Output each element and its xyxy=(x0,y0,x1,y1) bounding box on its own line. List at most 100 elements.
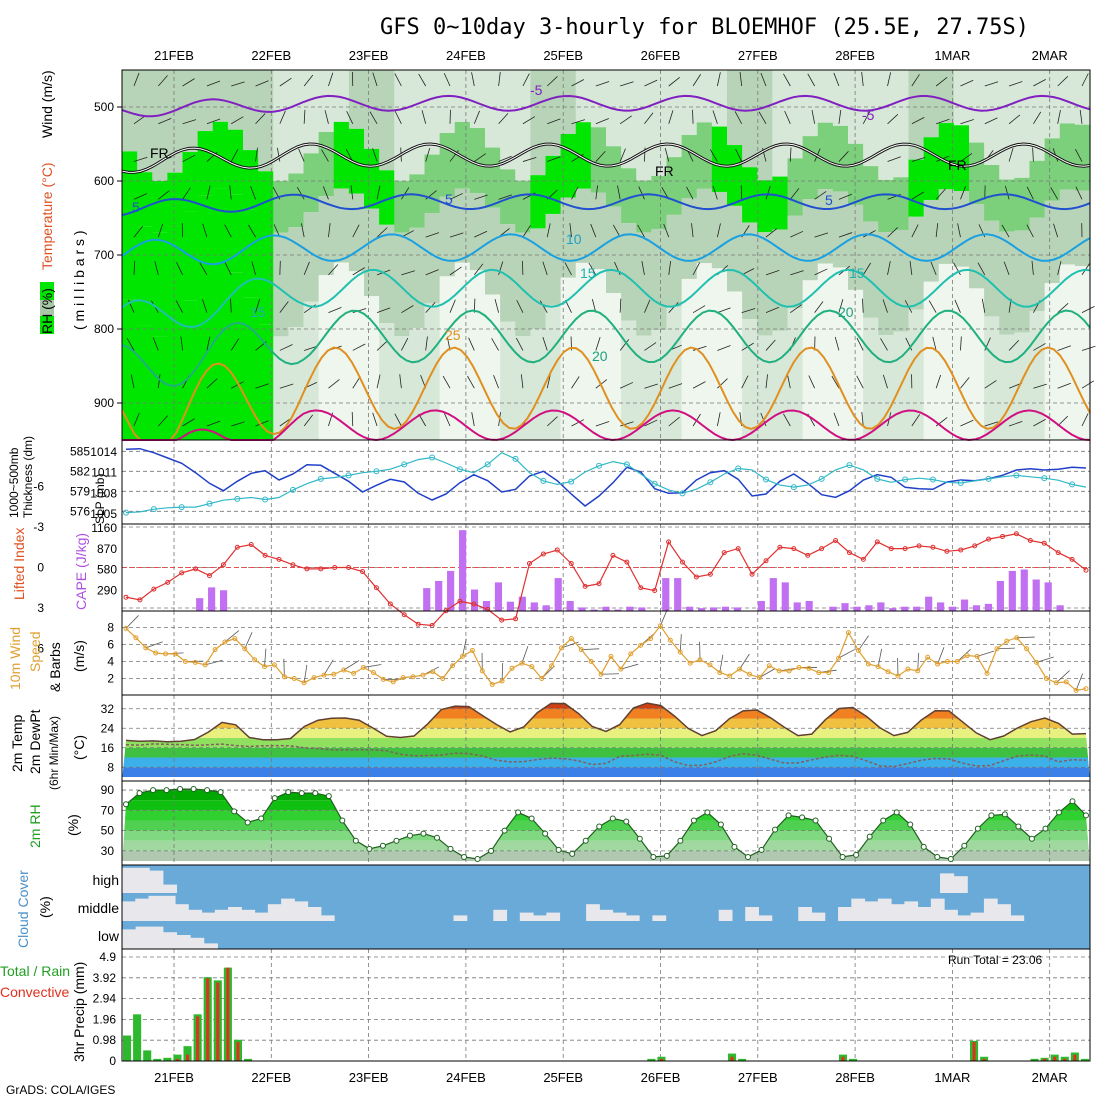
li-point xyxy=(860,556,866,562)
top-day-label: 24FEB xyxy=(446,48,486,63)
precip-convective-bar xyxy=(236,1041,240,1061)
wind10-barb xyxy=(264,648,267,667)
cape-bar xyxy=(447,570,455,611)
cloud-cell xyxy=(864,901,879,921)
rh-band-cell xyxy=(908,309,925,440)
wind-barb xyxy=(641,261,645,275)
cloud-cell xyxy=(745,907,759,921)
rh-band-cell xyxy=(863,166,879,222)
rh-band-cell xyxy=(696,188,713,264)
wind-barb xyxy=(838,193,853,200)
cape-bar xyxy=(662,578,670,611)
ylabel-temp-units: (°C) xyxy=(71,735,87,760)
thickness-line xyxy=(125,447,1087,507)
wind-barb xyxy=(619,298,622,313)
wind-speed-point xyxy=(608,653,614,659)
wind-barb xyxy=(1033,111,1042,124)
contour-label: FR xyxy=(948,157,967,173)
wind-barb xyxy=(686,186,694,200)
rh-band xyxy=(122,820,1090,831)
wind-speed-point xyxy=(727,673,733,679)
cloud-cell xyxy=(533,915,547,921)
precip-convective-bar xyxy=(730,1056,734,1061)
rh-band-cell xyxy=(999,179,1015,232)
rh-band-cell xyxy=(122,70,138,152)
wind-barb xyxy=(1075,186,1083,200)
li-point xyxy=(610,552,616,558)
rh-point xyxy=(1028,835,1035,842)
wind-barb xyxy=(692,109,694,124)
li-tick-label: -3 xyxy=(33,520,44,534)
cloud-cell xyxy=(944,909,958,921)
wind-barb xyxy=(1081,380,1095,389)
slp-tick-label: 1014 xyxy=(90,445,117,459)
wind-barb xyxy=(571,119,586,125)
wind-barb xyxy=(372,148,378,162)
wind-barb xyxy=(372,412,378,427)
cloud-cell xyxy=(175,904,189,921)
wind-barb xyxy=(158,75,168,87)
rh-band-cell xyxy=(560,70,577,134)
wind-barb xyxy=(231,381,244,389)
wind-barb xyxy=(571,186,579,200)
cape-bar xyxy=(482,600,491,611)
rh-band-cell xyxy=(394,70,410,181)
rh-point xyxy=(623,818,630,825)
slp-line xyxy=(125,451,1087,514)
rh-bands xyxy=(122,789,1090,861)
precip-convective-bar xyxy=(216,982,220,1061)
wind-barb xyxy=(158,415,168,427)
wind-barb xyxy=(619,339,630,351)
wind-barb xyxy=(692,74,701,87)
li-tick-label: 6 xyxy=(37,642,44,656)
rh-band-cell xyxy=(500,321,516,440)
li-point xyxy=(1083,567,1089,573)
rh-band-cell xyxy=(227,129,244,195)
ylabel-2m-temp: 2m Temp xyxy=(9,714,25,772)
cloud-cell xyxy=(122,901,136,921)
wind10-barb xyxy=(660,609,668,626)
upper-wind-barbs xyxy=(126,71,1096,427)
rh-band-cell xyxy=(727,145,743,206)
contour-label: 20 xyxy=(838,304,854,320)
bottom-day-label: 28FEB xyxy=(835,1070,875,1085)
wind-barb xyxy=(717,307,731,314)
wind-barb xyxy=(152,337,159,351)
wind-barb xyxy=(814,268,828,276)
wind10-barb xyxy=(521,646,529,664)
rh-band-cell xyxy=(575,262,592,440)
precip-convective-bar xyxy=(196,1016,200,1061)
cape-bar xyxy=(709,607,718,611)
rh-band-cell xyxy=(817,122,834,190)
wind-speed-point xyxy=(796,664,802,670)
contour-label: 5 xyxy=(132,199,140,215)
wind-barb xyxy=(546,416,558,427)
precip-convective-bar xyxy=(226,967,230,1061)
wind-barb xyxy=(328,306,342,314)
temperature-contours: -5 -5 FR FR FR 5 5 5 10 15 15 15 20 20 25 xyxy=(121,82,1091,442)
wind-barb xyxy=(442,375,451,389)
thickness-tick-label: 585 xyxy=(70,444,90,458)
wind-barb xyxy=(739,72,743,87)
precip-total-bar xyxy=(849,1058,858,1061)
rh-band-cell xyxy=(152,232,168,337)
rh-band-cell xyxy=(742,319,758,440)
li-point xyxy=(902,546,908,552)
wind-barb xyxy=(126,338,135,351)
wind-speed-point xyxy=(212,647,218,653)
rh-band-cell xyxy=(923,137,940,200)
wind-speed-point xyxy=(954,659,960,664)
wind-barb xyxy=(1057,109,1061,124)
rh-band-cell xyxy=(1074,124,1091,191)
wind-barb xyxy=(692,381,706,389)
wind-barb xyxy=(1008,340,1020,351)
cape-bar xyxy=(996,580,1004,611)
rh-band-cell xyxy=(303,301,320,440)
wind-barb xyxy=(376,307,391,314)
wind-barb xyxy=(175,300,183,313)
wind-barb xyxy=(401,305,414,314)
wind10-barb xyxy=(323,659,334,676)
li-tick-label: 0 xyxy=(37,561,44,575)
rh-band-cell xyxy=(500,70,516,170)
wind-barb xyxy=(1026,224,1034,238)
